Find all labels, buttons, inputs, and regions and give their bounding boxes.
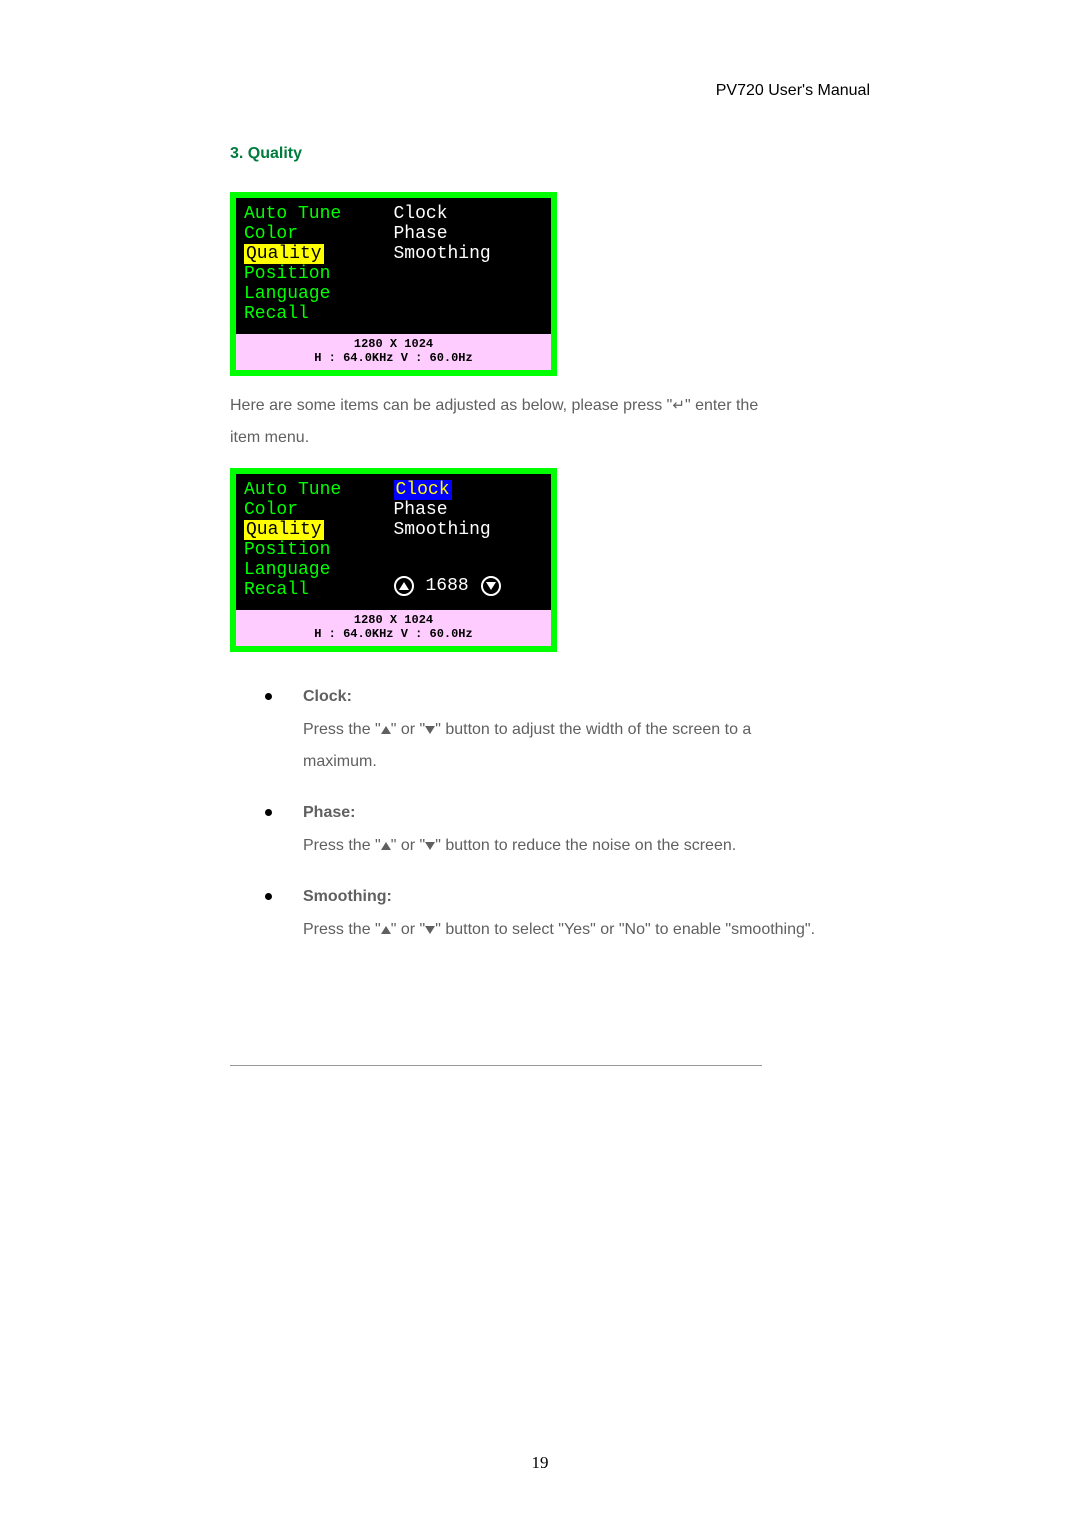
osd2-status-bar: 1280 X 1024 H : 64.0KHz V : 60.0Hz [236,610,551,646]
osd-sub-smoothing: Smoothing [394,244,544,264]
section-title: 3. Quality [230,145,302,163]
bullet-dot-icon [265,693,272,700]
osd2-menu-color: Color [244,500,394,520]
osd-menu-autotune: Auto Tune [244,204,394,224]
osd-status-bar: 1280 X 1024 H : 64.0KHz V : 60.0Hz [236,334,551,370]
osd-sub-clock: Clock [394,204,544,224]
bullet-title-smoothing: Smoothing: [303,888,825,906]
up-triangle-icon [381,726,391,734]
osd2-sub-phase: Phase [394,500,544,520]
bullet-body-phase: Press the "" or "" button to reduce the … [303,830,825,862]
osd-screenshot-2: Auto Tune Color Quality Position Languag… [230,468,557,652]
bullet-title-phase: Phase: [303,804,825,822]
down-arrow-icon [481,576,501,596]
intro-text-line1: Here are some items can be adjusted as b… [230,390,758,422]
osd-menu-color: Color [244,224,394,244]
page-number: 19 [0,1453,1080,1473]
osd-sub-phase: Phase [394,224,544,244]
enter-icon: ↵ [672,397,685,414]
adjust-value: 1688 [426,576,469,596]
down-triangle-icon [425,726,435,734]
down-triangle-icon [425,842,435,850]
osd-menu-recall: Recall [244,304,394,324]
horizontal-rule [230,1065,762,1066]
osd2-menu-position: Position [244,540,394,560]
bullet-body-clock: Press the "" or "" button to adjust the … [303,714,825,778]
osd2-menu-autotune: Auto Tune [244,480,394,500]
bullet-clock: Clock: Press the "" or "" button to adju… [265,688,825,778]
osd-menu-position: Position [244,264,394,284]
osd2-menu-quality: Quality [244,520,394,540]
osd2-menu-language: Language [244,560,394,580]
bullet-dot-icon [265,893,272,900]
bullet-list: Clock: Press the "" or "" button to adju… [265,688,825,972]
osd2-sub-smoothing: Smoothing [394,520,544,540]
up-triangle-icon [381,842,391,850]
osd2-menu-recall: Recall [244,580,394,600]
intro-text-line2: item menu. [230,422,309,454]
osd2-sub-clock: Clock [394,480,544,500]
bullet-phase: Phase: Press the "" or "" button to redu… [265,804,825,862]
bullet-title-clock: Clock: [303,688,825,706]
osd-screenshot-1: Auto Tune Color Quality Position Languag… [230,192,557,376]
down-triangle-icon [425,926,435,934]
up-arrow-icon [394,576,414,596]
bullet-smoothing: Smoothing: Press the "" or "" button to … [265,888,825,946]
osd-menu-quality: Quality [244,244,394,264]
bullet-body-smoothing: Press the "" or "" button to select "Yes… [303,914,825,946]
bullet-dot-icon [265,809,272,816]
up-triangle-icon [381,926,391,934]
osd-menu-language: Language [244,284,394,304]
manual-header: PV720 User's Manual [716,82,870,100]
osd2-adjust-row: 1688 [394,576,501,596]
